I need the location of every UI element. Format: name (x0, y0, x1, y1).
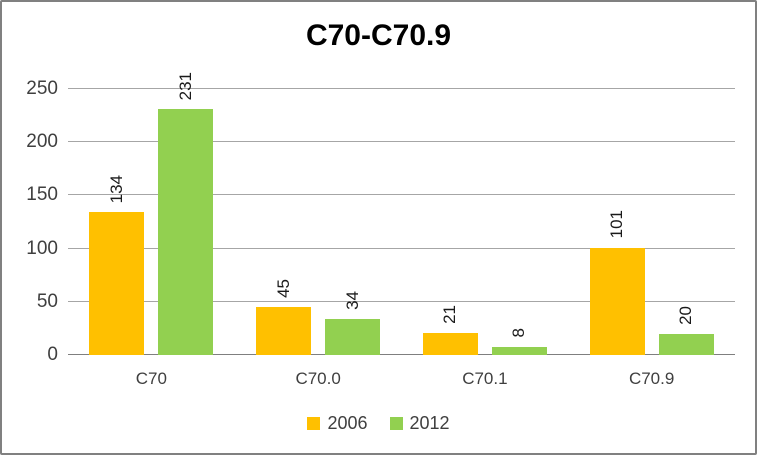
gridline (68, 141, 735, 143)
y-tick-label: 100 (26, 237, 58, 259)
bar-value-label: 21 (440, 304, 460, 324)
y-tick-label: 200 (26, 131, 58, 153)
bar-value-label: 231 (175, 71, 195, 101)
chart-title: C70-C70.9 (305, 19, 452, 52)
legend-item-2006: 2006 (307, 413, 368, 434)
x-category-label: C70.0 (295, 369, 341, 388)
bar-2006-C70.0 (256, 307, 312, 355)
x-category-label: C70.1 (462, 369, 508, 388)
bar-2006-C70.9 (589, 247, 645, 355)
y-tick-label: 150 (26, 184, 58, 206)
legend-item-2012: 2012 (389, 413, 450, 434)
x-axis-line (68, 354, 735, 355)
plot-area: 134 231 45 34 21 8 101 20 (68, 72, 735, 355)
x-category-label: C70 (135, 369, 167, 388)
bar-2012-C70 (158, 109, 214, 355)
gridline (68, 247, 735, 249)
bar-2012-C70.1 (491, 346, 547, 355)
bar-value-label: 134 (106, 175, 126, 204)
y-tick-label: 250 (26, 78, 58, 99)
legend-marker-2012 (389, 417, 403, 430)
legend: 2006 2012 (2, 413, 755, 434)
bar-2006-C70.1 (422, 332, 478, 355)
gridline (68, 88, 735, 89)
bar-value-label: 20 (676, 305, 696, 325)
y-tick-label: 0 (47, 344, 58, 365)
bar-value-label: 8 (509, 328, 529, 338)
bar-value-label: 101 (607, 210, 627, 239)
bar-2012-C70.0 (325, 318, 381, 355)
legend-marker-2006 (307, 417, 321, 430)
gridline (68, 194, 735, 196)
y-tick-label: 50 (36, 290, 58, 312)
bar-value-label: 45 (273, 279, 293, 299)
bar-2006-C70 (89, 212, 145, 355)
bar-2012-C70.9 (658, 333, 714, 355)
legend-label: 2012 (409, 413, 450, 433)
bar-value-label: 34 (342, 290, 362, 310)
gridline (68, 300, 735, 302)
legend-label: 2006 (327, 413, 368, 433)
x-category-label: C70.9 (628, 369, 675, 388)
